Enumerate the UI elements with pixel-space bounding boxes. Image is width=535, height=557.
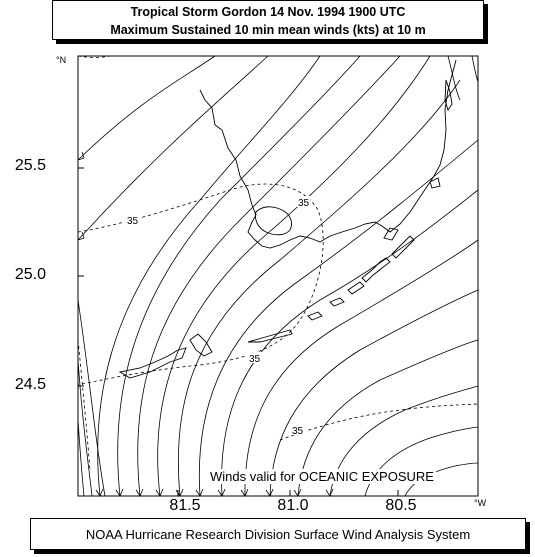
- streamline: [269, 289, 479, 497]
- footer-text: NOAA Hurricane Research Division Surface…: [85, 527, 471, 542]
- coast-island: [444, 79, 453, 112]
- lon-unit-label: °W: [474, 498, 487, 508]
- streamline: [77, 419, 85, 497]
- streamline: [77, 55, 269, 241]
- coast-keys-west: [118, 347, 187, 379]
- streamline: [97, 55, 321, 497]
- streamline: [117, 55, 361, 497]
- streamline: [471, 55, 479, 83]
- coast-key: [383, 227, 399, 241]
- coast-bay: [255, 206, 293, 236]
- lon-tick-label: 81.0: [277, 497, 309, 514]
- plot-frame: [77, 55, 479, 497]
- streamline: [198, 139, 479, 497]
- streamline: [364, 426, 479, 497]
- streamline: [329, 385, 479, 497]
- lon-tick-label: 81.5: [169, 497, 201, 514]
- contour-label: 35: [298, 198, 310, 209]
- streamline: [157, 55, 431, 497]
- lat-tick-label: 24.5: [14, 376, 46, 393]
- lon-tick-label: 80.5: [385, 497, 417, 514]
- streamline: [447, 55, 461, 101]
- map-title-box: Tropical Storm Gordon 14 Nov. 1994 1900 …: [52, 0, 484, 40]
- coast-mainland: [199, 59, 457, 249]
- coast-key: [347, 281, 365, 295]
- map-title-line2: Maximum Sustained 10 min mean winds (kts…: [110, 23, 426, 37]
- streamline: [137, 55, 401, 497]
- contour-label: 35: [127, 216, 139, 227]
- contour-label: 35: [292, 426, 304, 437]
- contour-label-group: 35 35 35 35: [125, 196, 310, 437]
- streamline: [244, 239, 479, 497]
- streamline: [221, 189, 479, 497]
- coast-key: [189, 333, 213, 357]
- isotach: [279, 403, 479, 441]
- coastline: [118, 59, 457, 379]
- exposure-notice: Winds valid for OCEANIC EXPOSURE: [208, 469, 436, 484]
- coast-key: [361, 257, 391, 283]
- streamline: [77, 359, 93, 497]
- coast-key: [329, 297, 345, 307]
- isotach-35kt: [77, 55, 479, 471]
- streamline: [77, 299, 106, 497]
- isotach: [77, 339, 91, 471]
- lat-unit-label: °N: [56, 55, 67, 65]
- axis-ticks: [78, 167, 399, 496]
- streamline: [404, 462, 479, 497]
- footer-box: NOAA Hurricane Research Division Surface…: [30, 518, 526, 550]
- streamline: [177, 79, 461, 497]
- flow-arrows: [77, 151, 334, 497]
- lat-tick-label: 25.5: [14, 157, 46, 174]
- lat-tick-label: 25.0: [14, 266, 46, 283]
- coast-key: [429, 177, 441, 189]
- isotach: [77, 183, 324, 386]
- streamlines: [77, 55, 479, 497]
- contour-label: 35: [249, 354, 261, 365]
- coast-key: [247, 329, 293, 343]
- coast-key: [391, 235, 415, 259]
- coast-key: [307, 311, 323, 321]
- streamline: [297, 339, 479, 497]
- isotach: [77, 55, 111, 58]
- streamline: [77, 55, 216, 161]
- map-title-line1: Tropical Storm Gordon 14 Nov. 1994 1900 …: [130, 5, 406, 19]
